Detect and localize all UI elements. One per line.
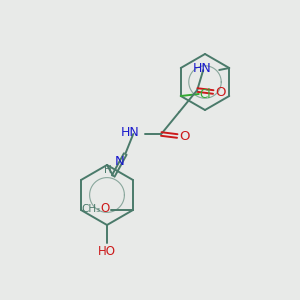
Text: O: O (101, 202, 110, 215)
Text: O: O (179, 130, 190, 142)
Text: O: O (215, 85, 226, 98)
Text: H: H (104, 165, 112, 175)
Text: HN: HN (193, 62, 211, 76)
Text: Cl: Cl (200, 88, 212, 100)
Text: HN: HN (121, 127, 139, 140)
Text: CH₃: CH₃ (82, 204, 101, 214)
Text: N: N (115, 155, 124, 168)
Text: HO: HO (98, 245, 116, 258)
